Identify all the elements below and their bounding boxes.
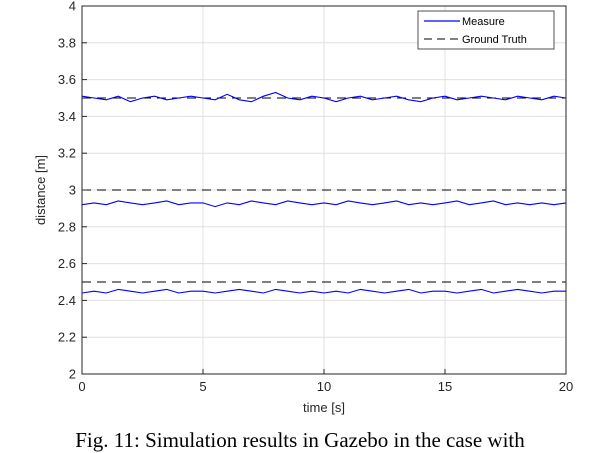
y-tick-label: 3.2 [58, 146, 76, 161]
y-tick-label: 3.8 [58, 35, 76, 50]
y-tick-label: 2 [69, 367, 76, 382]
x-axis-ticks: 0 5 10 15 20 [78, 369, 573, 394]
y-tick-label: 2.4 [58, 293, 76, 308]
x-tick-label: 10 [317, 379, 331, 394]
figure-caption: Fig. 11: Simulation results in Gazebo in… [75, 428, 525, 452]
measure-line-1 [81, 200, 567, 208]
x-tick-label: 15 [438, 379, 452, 394]
y-tick-label: 2.6 [58, 256, 76, 271]
y-tick-label: 2.8 [58, 219, 76, 234]
y-tick-label: 4 [69, 0, 76, 14]
y-tick-label: 3.4 [58, 109, 76, 124]
x-tick-label: 20 [559, 379, 573, 394]
measure-series [81, 91, 567, 294]
legend-ground-truth-label: Ground Truth [462, 34, 527, 46]
measure-line-2 [81, 288, 566, 294]
y-tick-label: 2.2 [58, 330, 76, 345]
y-tick-label: 3 [69, 183, 76, 198]
x-tick-label: 0 [78, 379, 85, 394]
measure-line-0 [81, 91, 567, 103]
y-tick-label: 3.6 [58, 72, 76, 87]
x-tick-label: 5 [199, 379, 206, 394]
legend-box [417, 10, 555, 50]
legend-measure-label: Measure [462, 16, 505, 28]
x-axis-label: time [s] [303, 400, 345, 415]
y-axis-ticks: 2 2.2 2.4 2.6 2.8 3 3.2 3.4 3.6 3.8 4 [58, 0, 87, 382]
y-axis-label: distance [m] [33, 155, 48, 225]
legend: Measure Ground Truth [417, 10, 555, 50]
